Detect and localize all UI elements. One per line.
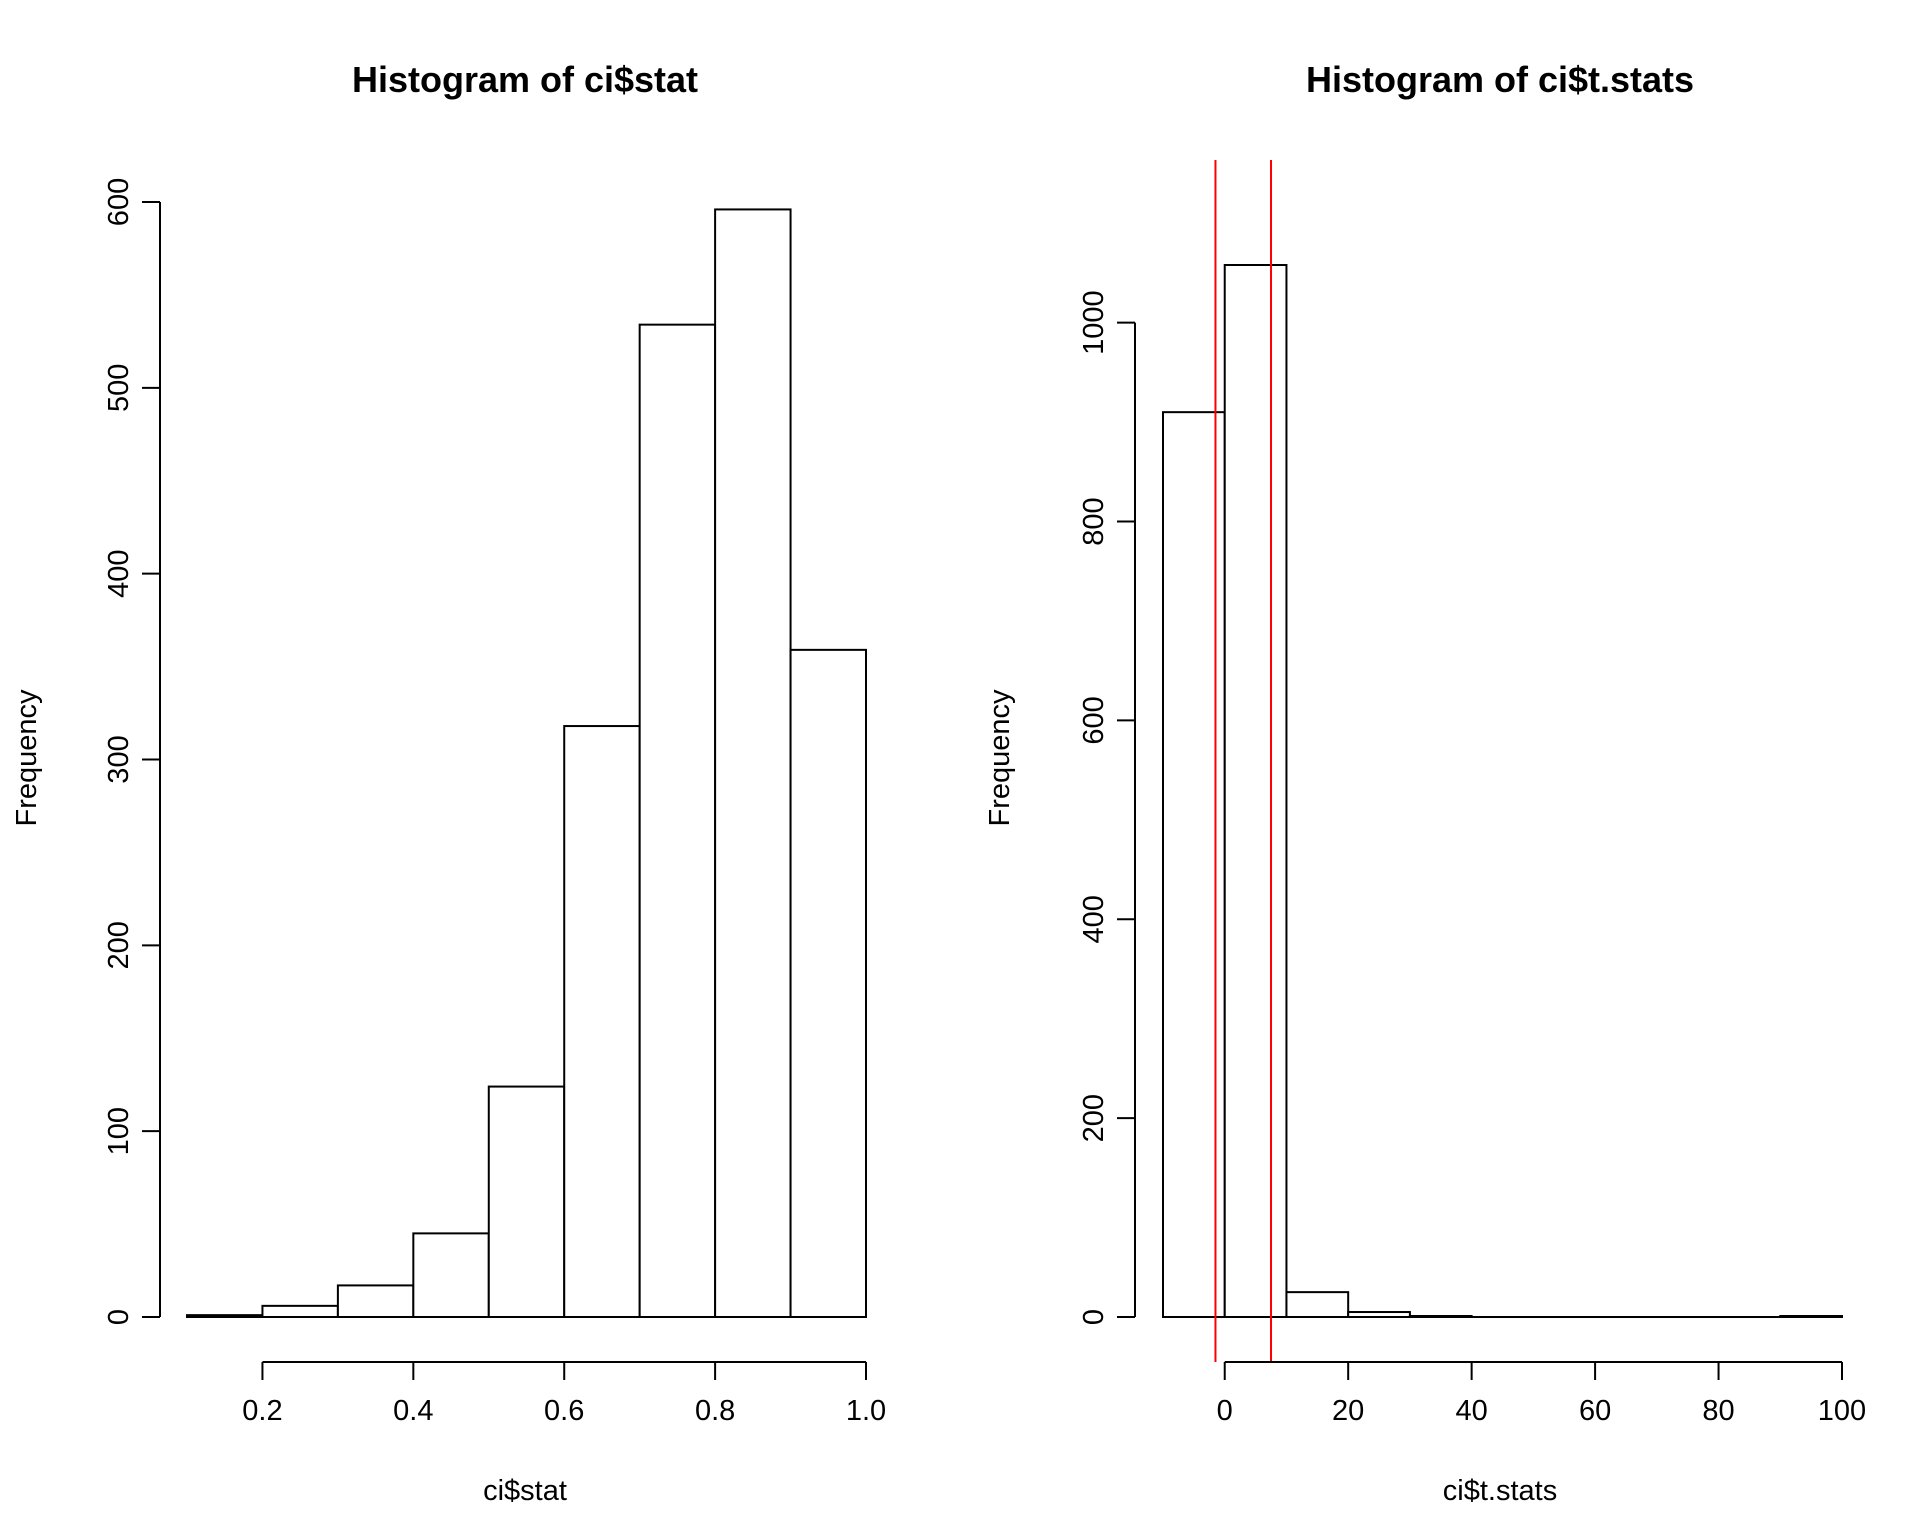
y-tick-label: 0 xyxy=(103,1309,135,1325)
chart-title: Histogram of ci$t.stats xyxy=(1306,59,1694,100)
x-tick-label: 60 xyxy=(1579,1395,1611,1427)
y-tick-label: 400 xyxy=(1078,895,1110,943)
y-tick-label: 300 xyxy=(103,735,135,783)
histogram-bar xyxy=(789,648,867,1318)
histogram-bar xyxy=(487,1085,566,1318)
histogram-bar xyxy=(1408,1315,1473,1318)
x-tick-label: 40 xyxy=(1456,1395,1488,1427)
histogram-bar xyxy=(563,725,641,1318)
x-axis: 0.2 0.4 0.6 0.8 1.0 xyxy=(242,1361,886,1427)
histogram-bar xyxy=(714,208,792,1318)
histogram-bar xyxy=(261,1304,339,1318)
x-axis: 0 20 40 60 80 100 xyxy=(1217,1361,1866,1427)
y-tick-label: 400 xyxy=(103,549,135,597)
x-tick-label: 0.4 xyxy=(393,1395,433,1427)
y-axis-label: Frequency xyxy=(11,689,43,827)
histogram-panel-right: Histogram of ci$t.stats ci$t.stats Frequ… xyxy=(984,59,1866,1507)
y-tick-label: 0 xyxy=(1078,1309,1110,1325)
x-tick-label: 0.8 xyxy=(695,1395,735,1427)
x-axis-label: ci$stat xyxy=(483,1475,567,1507)
y-axis: 0 100 200 300 400 500 600 xyxy=(103,178,161,1325)
histogram-bar xyxy=(186,1314,264,1319)
x-tick-label: 100 xyxy=(1818,1395,1866,1427)
x-tick-label: 80 xyxy=(1702,1395,1734,1427)
histogram-bar xyxy=(1285,1291,1350,1318)
y-tick-label: 100 xyxy=(103,1107,135,1155)
histogram-panel-left: Histogram of ci$stat ci$stat Frequency 0… xyxy=(11,59,886,1507)
y-tick-label: 600 xyxy=(1078,696,1110,744)
y-axis-label: Frequency xyxy=(984,689,1016,827)
x-tick-label: 20 xyxy=(1332,1395,1364,1427)
y-axis: 0 200 400 600 800 1000 xyxy=(1078,290,1136,1325)
y-tick-label: 1000 xyxy=(1078,290,1110,355)
x-tick-label: 0.6 xyxy=(544,1395,584,1427)
histogram-bar xyxy=(1347,1311,1411,1318)
y-tick-label: 800 xyxy=(1078,497,1110,545)
y-tick-label: 500 xyxy=(103,364,135,412)
y-tick-label: 200 xyxy=(103,921,135,969)
x-tick-label: 0 xyxy=(1217,1395,1233,1427)
histogram-bar xyxy=(412,1232,490,1318)
reference-lines xyxy=(1214,160,1273,1362)
x-axis-label: ci$t.stats xyxy=(1443,1475,1557,1507)
histogram-bar xyxy=(336,1284,415,1318)
histogram-bar xyxy=(1223,264,1288,1318)
y-tick-label: 200 xyxy=(1078,1094,1110,1142)
x-tick-label: 1.0 xyxy=(846,1395,886,1427)
chart-title: Histogram of ci$stat xyxy=(352,59,698,100)
bars xyxy=(186,208,867,1319)
histogram-bar xyxy=(1779,1315,1843,1318)
y-tick-label: 600 xyxy=(103,178,135,226)
bars xyxy=(1162,264,1843,1319)
x-tick-label: 0.2 xyxy=(242,1395,282,1427)
histogram-bar xyxy=(638,323,717,1318)
